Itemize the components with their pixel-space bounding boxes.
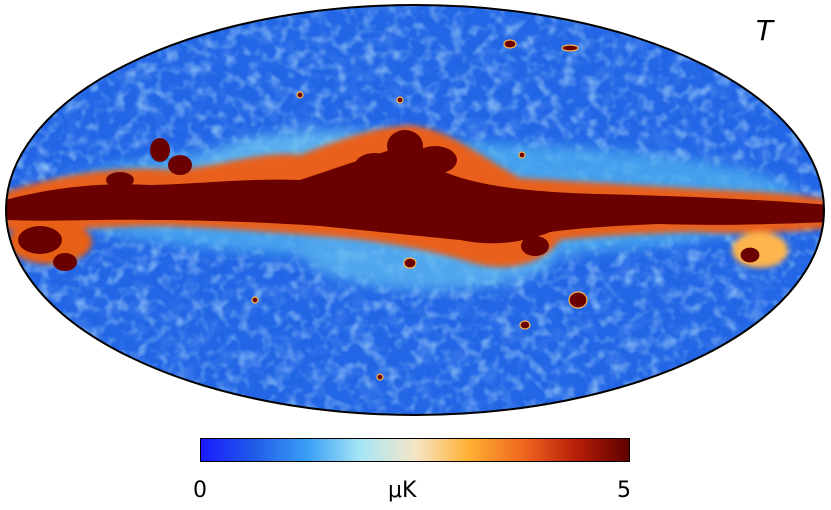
map-outline (5, 4, 825, 416)
stokes-t-label: T (755, 14, 773, 47)
left-lobe (18, 226, 77, 271)
galactic-plume (106, 130, 549, 256)
galactic-band-core (6, 146, 824, 244)
colorbar-max-label: 5 (617, 478, 631, 503)
sky-map-content (6, 5, 824, 415)
colorbar-unit-label: μK (388, 478, 417, 503)
sky-map (5, 4, 825, 416)
colorbar (200, 438, 630, 462)
colorbar-min-label: 0 (193, 478, 207, 503)
hot-spots (251, 39, 761, 381)
